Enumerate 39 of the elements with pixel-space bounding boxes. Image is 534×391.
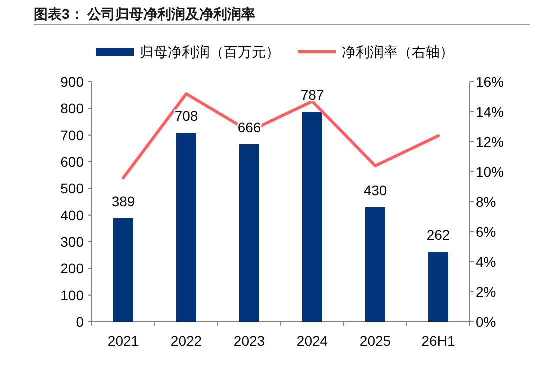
data-label: 430 bbox=[364, 182, 388, 198]
y-tick-label: 300 bbox=[60, 234, 84, 250]
y-tick-label: 700 bbox=[60, 127, 84, 144]
x-tick-label: 2025 bbox=[360, 333, 392, 349]
bar bbox=[176, 133, 196, 322]
y2-tick-label: 4% bbox=[476, 254, 496, 270]
y2-tick-label: 16% bbox=[476, 74, 504, 90]
data-label: 262 bbox=[426, 227, 450, 244]
bar bbox=[302, 112, 322, 322]
y2-tick-label: 10% bbox=[476, 164, 504, 180]
chart-title: 图表3： 公司归母净利润及净利润率 bbox=[34, 6, 256, 22]
bar bbox=[240, 144, 260, 322]
y2-tick-label: 2% bbox=[476, 284, 496, 300]
bar bbox=[114, 218, 134, 322]
y2-tick-label: 6% bbox=[476, 224, 496, 240]
x-tick-label: 2024 bbox=[296, 333, 328, 349]
data-label: 787 bbox=[300, 87, 324, 104]
data-label: 708 bbox=[174, 108, 198, 124]
y2-tick-label: 14% bbox=[476, 104, 504, 120]
bar bbox=[366, 207, 386, 322]
bar bbox=[428, 252, 448, 322]
y-tick-label: 400 bbox=[60, 207, 84, 224]
legend-label: 归母净利润（百万元） bbox=[140, 44, 280, 60]
x-tick-label: 2021 bbox=[108, 333, 140, 349]
legend-label: 净利润率（右轴） bbox=[342, 44, 454, 60]
y-tick-label: 600 bbox=[60, 154, 84, 170]
y-tick-label: 0 bbox=[76, 314, 84, 330]
x-tick-label: 2022 bbox=[170, 333, 202, 349]
x-tick-label: 2023 bbox=[234, 333, 266, 349]
y2-tick-label: 8% bbox=[476, 194, 496, 210]
data-label: 389 bbox=[112, 193, 136, 210]
y-tick-label: 500 bbox=[60, 180, 84, 197]
y-tick-label: 900 bbox=[60, 74, 84, 90]
x-tick-label: 26H1 bbox=[422, 333, 456, 349]
y-tick-label: 200 bbox=[60, 260, 84, 277]
y-tick-label: 800 bbox=[60, 100, 84, 117]
y2-tick-label: 12% bbox=[476, 134, 504, 150]
y2-tick-label: 0% bbox=[476, 314, 496, 330]
y-tick-label: 100 bbox=[60, 287, 84, 304]
